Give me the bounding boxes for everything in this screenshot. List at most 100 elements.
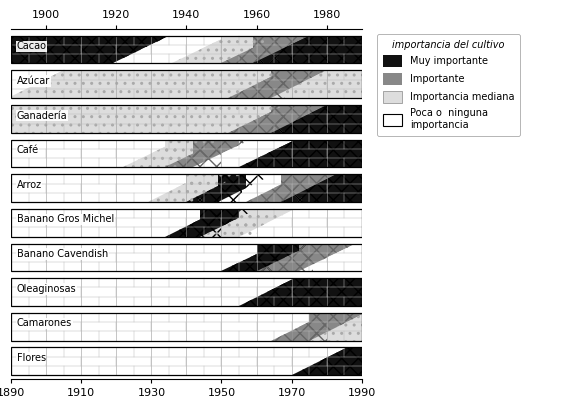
Text: Cacao: Cacao: [16, 41, 46, 52]
Polygon shape: [298, 243, 355, 271]
Polygon shape: [11, 70, 36, 98]
Bar: [11, 278, 362, 306]
Polygon shape: [239, 278, 295, 306]
Polygon shape: [148, 174, 204, 202]
Bar: [11, 140, 362, 167]
Polygon shape: [193, 140, 250, 167]
Polygon shape: [257, 105, 298, 133]
Polygon shape: [172, 36, 228, 63]
Bar: [11, 36, 362, 63]
Polygon shape: [257, 70, 298, 98]
Polygon shape: [166, 140, 221, 167]
Polygon shape: [11, 243, 250, 271]
Polygon shape: [281, 174, 337, 202]
Bar: [11, 243, 362, 271]
Bar: [11, 278, 362, 306]
Text: Azúcar: Azúcar: [16, 76, 50, 86]
Polygon shape: [298, 243, 355, 271]
Polygon shape: [281, 36, 362, 63]
Polygon shape: [186, 174, 242, 202]
Polygon shape: [113, 36, 169, 63]
Polygon shape: [221, 36, 277, 63]
Polygon shape: [271, 70, 327, 98]
Polygon shape: [11, 105, 257, 133]
Polygon shape: [250, 243, 285, 271]
Polygon shape: [298, 313, 337, 341]
Polygon shape: [193, 209, 228, 236]
Polygon shape: [267, 278, 362, 306]
Polygon shape: [11, 278, 267, 306]
Polygon shape: [281, 174, 337, 202]
Polygon shape: [228, 70, 285, 98]
Polygon shape: [246, 174, 274, 202]
Polygon shape: [8, 70, 64, 98]
Polygon shape: [166, 140, 221, 167]
Polygon shape: [221, 243, 277, 271]
Polygon shape: [228, 209, 267, 236]
Polygon shape: [193, 140, 221, 167]
Polygon shape: [309, 174, 362, 202]
Polygon shape: [166, 209, 221, 236]
Polygon shape: [239, 278, 295, 306]
Polygon shape: [271, 70, 327, 98]
Text: Ganadería: Ganadería: [16, 110, 67, 121]
Polygon shape: [221, 243, 277, 271]
Polygon shape: [215, 174, 246, 202]
Polygon shape: [186, 174, 242, 202]
Bar: [11, 347, 362, 375]
Bar: [11, 174, 362, 202]
Text: Banano Gros Michel: Banano Gros Michel: [16, 215, 114, 225]
Polygon shape: [320, 347, 362, 375]
Polygon shape: [271, 105, 327, 133]
Text: Camarones: Camarones: [16, 318, 72, 328]
Polygon shape: [201, 209, 257, 236]
Polygon shape: [113, 36, 169, 63]
Bar: [11, 347, 362, 375]
Polygon shape: [141, 36, 201, 63]
Polygon shape: [285, 243, 327, 271]
Bar: [11, 209, 362, 236]
Polygon shape: [274, 174, 309, 202]
Polygon shape: [239, 209, 295, 236]
Polygon shape: [309, 313, 365, 341]
Bar: [11, 70, 362, 98]
Bar: [11, 209, 362, 236]
Polygon shape: [298, 105, 362, 133]
Polygon shape: [176, 174, 215, 202]
Bar: [11, 140, 362, 167]
Polygon shape: [257, 243, 312, 271]
Polygon shape: [239, 209, 295, 236]
Polygon shape: [11, 140, 151, 167]
Polygon shape: [246, 174, 302, 202]
Polygon shape: [166, 209, 221, 236]
Text: Flores: Flores: [16, 353, 46, 363]
Bar: [11, 174, 362, 202]
Polygon shape: [11, 36, 141, 63]
Polygon shape: [221, 140, 267, 167]
Polygon shape: [253, 36, 309, 63]
Polygon shape: [228, 105, 285, 133]
Polygon shape: [239, 140, 295, 167]
Polygon shape: [246, 174, 302, 202]
Polygon shape: [193, 140, 250, 167]
Polygon shape: [148, 174, 204, 202]
Polygon shape: [123, 140, 180, 167]
Polygon shape: [271, 105, 327, 133]
Polygon shape: [257, 243, 312, 271]
Text: Arroz: Arroz: [16, 180, 42, 190]
Polygon shape: [298, 70, 362, 98]
Polygon shape: [267, 140, 362, 167]
Polygon shape: [201, 209, 257, 236]
Bar: [11, 36, 362, 63]
Polygon shape: [123, 140, 180, 167]
Polygon shape: [36, 70, 257, 98]
Polygon shape: [11, 174, 176, 202]
Polygon shape: [250, 36, 281, 63]
Bar: [11, 313, 362, 341]
Polygon shape: [337, 313, 362, 341]
Polygon shape: [172, 36, 228, 63]
Bar: [11, 70, 362, 98]
Polygon shape: [253, 36, 309, 63]
Text: Banano Cavendish: Banano Cavendish: [16, 249, 108, 259]
Polygon shape: [11, 209, 193, 236]
